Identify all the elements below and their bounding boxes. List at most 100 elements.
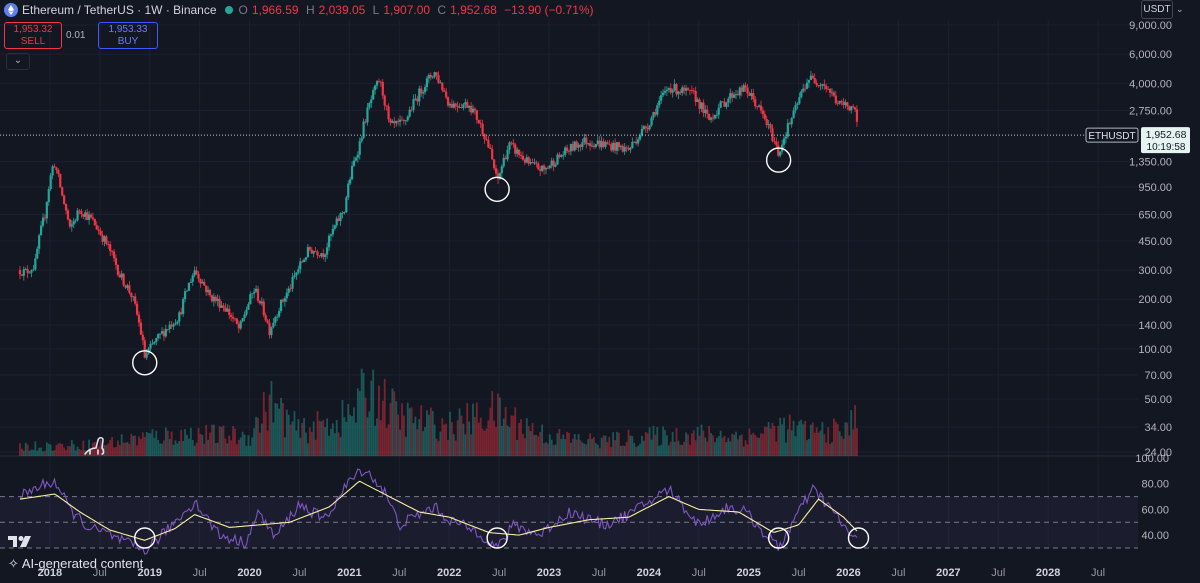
volume-bar	[738, 435, 741, 456]
volume-bar	[222, 425, 225, 456]
volume-bar	[548, 434, 551, 456]
volume-bar	[126, 442, 129, 456]
candle-body	[688, 89, 692, 91]
candle-body	[30, 270, 33, 273]
volume-bar	[51, 450, 54, 456]
candle-body	[345, 197, 348, 212]
candle-body	[777, 145, 780, 156]
logo-part	[18, 536, 24, 541]
candle-body	[717, 107, 720, 115]
candle-body	[537, 163, 540, 170]
volume-bar	[516, 439, 519, 456]
candle-body	[834, 95, 837, 104]
volume-bar	[769, 428, 772, 456]
volume-bar	[585, 444, 588, 456]
candle-body	[527, 157, 530, 164]
candle-body	[450, 104, 453, 108]
volume-bar	[719, 430, 722, 456]
candle-body	[235, 318, 238, 324]
volume-bar	[403, 415, 405, 456]
candle-body	[660, 95, 663, 101]
candle-body	[295, 272, 298, 276]
candle-body	[838, 100, 841, 104]
volume-bar	[819, 430, 822, 456]
volume-bar	[218, 426, 221, 456]
candle-body	[500, 166, 503, 174]
volume-bar	[241, 431, 244, 456]
volume-bar	[145, 432, 148, 456]
volume-bar	[669, 441, 672, 456]
volume-bar	[596, 444, 599, 456]
volume-bar	[579, 440, 582, 456]
candle-body	[243, 314, 246, 319]
volume-bar	[560, 439, 563, 456]
candle-body	[583, 137, 586, 143]
candle-body	[564, 147, 567, 155]
volume-bar	[577, 434, 580, 456]
candle-body	[498, 173, 501, 179]
currency-selector[interactable]: USDT	[1141, 0, 1173, 19]
chevron-down-icon[interactable]: ⌄	[1176, 4, 1184, 14]
candle-body	[395, 120, 398, 124]
volume-bar	[335, 420, 338, 456]
candle-body	[145, 353, 148, 358]
candle-body	[43, 217, 47, 219]
volume-bar	[211, 424, 213, 456]
candle-body	[377, 81, 381, 83]
buy-button[interactable]: 1,953.33 BUY	[98, 22, 158, 49]
volume-bar	[562, 434, 565, 456]
candle-body	[627, 148, 630, 150]
volume-bar	[270, 381, 273, 456]
volume-bar	[308, 427, 311, 456]
price-tick-label: 450.00	[1138, 236, 1172, 248]
candle-body	[708, 113, 711, 120]
volume-bar	[214, 443, 217, 456]
candle-body	[565, 147, 569, 151]
volume-bar	[220, 427, 223, 456]
candle-body	[412, 99, 415, 110]
candle-body	[366, 107, 369, 123]
volume-bar	[349, 414, 352, 456]
candle-body	[732, 94, 736, 98]
volume-bar	[491, 391, 494, 456]
volume-bar	[710, 433, 712, 456]
candle-body	[679, 91, 682, 93]
volume-bar	[224, 438, 227, 456]
volume-bar	[523, 438, 526, 456]
volume-bar	[598, 448, 601, 456]
symbol-title[interactable]: Ethereum / TetherUS · 1W · Binance	[22, 3, 217, 17]
ethereum-icon	[4, 3, 18, 17]
volume-bar	[130, 433, 133, 456]
candle-body	[293, 275, 296, 277]
volume-bar	[675, 428, 678, 456]
sell-button[interactable]: 1,953.32 SELL	[4, 22, 62, 49]
volume-bar	[817, 432, 820, 456]
candle-body	[842, 101, 845, 106]
volume-bar	[178, 441, 181, 456]
candle-body	[99, 230, 102, 236]
volume-bar	[712, 435, 714, 456]
volume-bar	[537, 436, 540, 456]
volume-bar	[650, 439, 653, 456]
volume-bar	[729, 441, 732, 456]
volume-bar	[107, 443, 110, 456]
candle-body	[385, 105, 388, 107]
volume-bar	[207, 439, 209, 456]
volume-bar	[376, 418, 378, 456]
candle-body	[713, 114, 716, 119]
candle-body	[155, 337, 158, 343]
volume-bar	[779, 417, 782, 456]
volume-bar	[662, 426, 664, 456]
candle-body	[579, 144, 582, 147]
candle-body	[249, 294, 252, 305]
volume-bar	[389, 402, 392, 456]
collapse-toggle[interactable]: ⌄	[6, 53, 30, 70]
volume-bar	[785, 442, 787, 456]
candle-body	[233, 318, 237, 320]
candle-body	[569, 143, 573, 152]
candle-body	[738, 87, 741, 96]
volume-bar	[412, 423, 415, 456]
volume-bar	[153, 437, 156, 456]
